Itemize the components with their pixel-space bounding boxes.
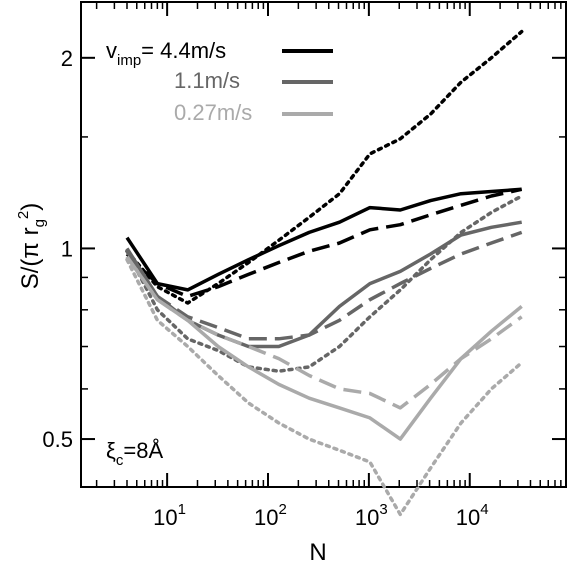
y-axis-title-sub: g xyxy=(31,219,48,227)
x-axis-title: N xyxy=(309,539,326,566)
y-axis-title: S/(π rg2) xyxy=(15,203,48,290)
series-line-3 xyxy=(125,29,524,305)
x-tick-label-4: 104 xyxy=(456,501,489,530)
x-tick-label-1: 101 xyxy=(153,501,186,530)
annotation-xi-c: ξc=8Å xyxy=(106,438,163,469)
y-axis-title-main: S/(π r xyxy=(17,227,44,289)
legend-label-1-sub: imp xyxy=(117,52,141,69)
legend-label-1: vimp= 4.4m/s xyxy=(106,38,226,69)
plot-frame xyxy=(80,1,567,488)
x-tick-label-base: 10 xyxy=(355,505,379,530)
annotation-symbol: ξ xyxy=(106,438,116,463)
x-tick-label-base: 10 xyxy=(456,505,480,530)
x-tick-label-base: 10 xyxy=(254,505,278,530)
legend-label-3: 0.27m/s xyxy=(174,100,252,125)
series-line-6 xyxy=(125,194,524,373)
x-tick-label-exp: 2 xyxy=(278,501,286,518)
x-tick-label-2: 102 xyxy=(254,501,287,530)
legend-label-1-prefix: v xyxy=(106,38,117,63)
x-tick-label-exp: 1 xyxy=(178,501,186,518)
annotation-text: =8Å xyxy=(123,438,163,463)
x-tick-label-base: 10 xyxy=(153,505,177,530)
series-line-4 xyxy=(125,220,522,349)
legend-label-2: 1.1m/s xyxy=(174,68,240,93)
legend-label-1-text: = 4.4m/s xyxy=(141,38,226,63)
series-line-2 xyxy=(125,187,523,299)
series-line-8 xyxy=(125,255,523,410)
series-line-7 xyxy=(125,255,523,441)
y-tick-label-1: 0.5 xyxy=(42,427,73,452)
y-tick-label-3: 2 xyxy=(61,46,73,71)
x-tick-label-3: 103 xyxy=(355,501,388,530)
y-axis-title-close: ) xyxy=(17,203,44,211)
series-line-9 xyxy=(125,257,524,517)
y-axis-title-sup: 2 xyxy=(15,211,32,219)
x-tick-label-exp: 3 xyxy=(379,501,387,518)
legend: vimp= 4.4m/s 1.1m/s 0.27m/s xyxy=(106,38,333,125)
y-tick-label-2: 1 xyxy=(61,236,73,261)
x-tick-label-exp: 4 xyxy=(480,501,488,518)
series-line-1 xyxy=(125,187,522,292)
series-layer xyxy=(125,29,524,517)
annotation-sub: c xyxy=(116,452,124,469)
